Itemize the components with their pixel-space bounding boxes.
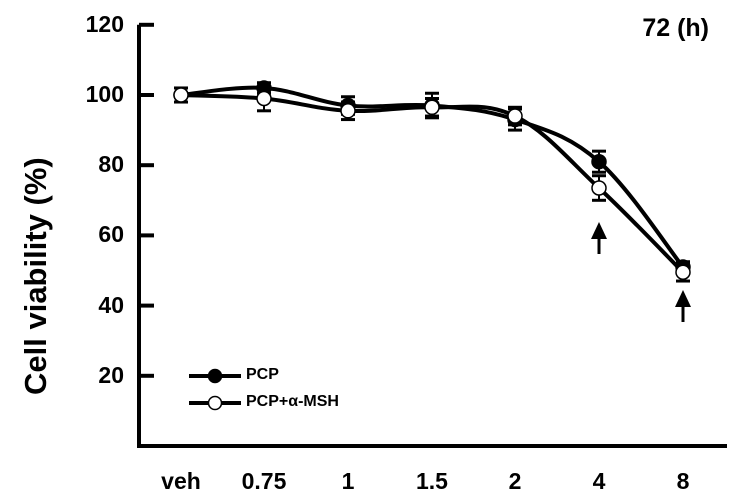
open-circle-marker xyxy=(591,180,607,196)
legend-filled-marker xyxy=(207,368,223,384)
up-arrow-icon xyxy=(675,290,691,322)
legend-open-marker xyxy=(207,395,223,411)
y-tick-label: 80 xyxy=(98,151,124,178)
x-tick-label: 8 xyxy=(676,468,690,494)
open-circle-marker xyxy=(256,90,272,107)
x-tick-label: 2 xyxy=(508,468,522,494)
series-layer xyxy=(173,80,691,283)
annotations xyxy=(591,222,691,322)
legend-label: PCP+α-MSH xyxy=(246,393,339,410)
open-circle-marker xyxy=(340,103,356,119)
x-tick-label: 1.5 xyxy=(416,468,448,494)
markers-pcp-alpha-msh xyxy=(173,87,691,281)
legend xyxy=(189,368,241,411)
y-tick-label: 20 xyxy=(98,361,124,388)
y-tick-label: 60 xyxy=(98,221,124,248)
open-circle-marker xyxy=(507,108,523,124)
series-line xyxy=(180,93,685,274)
series-pcp-alpha-msh xyxy=(174,84,690,283)
x-tick-label: 1 xyxy=(341,468,355,494)
y-tick-label: 40 xyxy=(98,291,124,318)
open-circle-marker xyxy=(424,99,440,116)
y-tick-label: 100 xyxy=(85,81,124,107)
axes xyxy=(137,22,727,448)
chart-title: 72 (h) xyxy=(642,14,709,42)
x-tick-label: 4 xyxy=(592,468,606,494)
filled-circle-marker xyxy=(591,153,607,170)
y-tick-label: 120 xyxy=(85,10,124,37)
y-axis-label: Cell viability (%) xyxy=(18,157,53,395)
legend-label: PCP xyxy=(246,366,279,383)
x-tick-label: 0.75 xyxy=(241,468,287,494)
open-circle-marker xyxy=(675,264,691,281)
open-circle-marker xyxy=(173,87,189,103)
up-arrow-icon xyxy=(591,222,607,254)
x-tick-label: veh xyxy=(161,468,201,494)
